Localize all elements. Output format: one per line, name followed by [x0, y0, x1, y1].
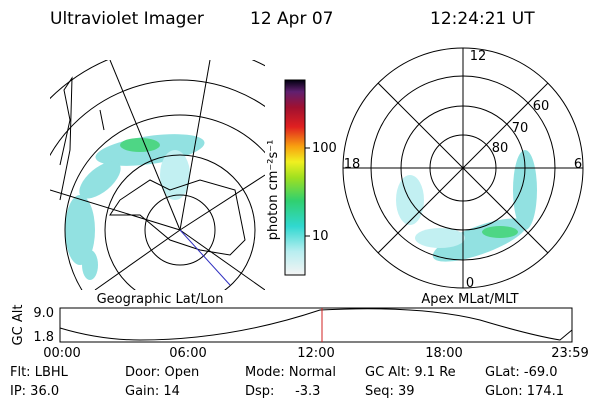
title: Ultraviolet Imager — [50, 9, 204, 29]
time-labels: 00:00 06:00 12:00 18:00 23:59 — [43, 346, 588, 361]
info-field: GLat: -69.0 — [485, 365, 558, 380]
lat-label: 70 — [512, 121, 529, 136]
lat-label: 60 — [533, 99, 550, 114]
info-field: GLon: 174.1 — [485, 384, 564, 399]
info-field: Mode: Normal — [245, 365, 336, 380]
info-field: Door: Open — [125, 365, 199, 380]
time-label: 18:00 — [425, 346, 462, 361]
altitude-strip — [59, 307, 573, 343]
lat-label: 80 — [492, 141, 509, 156]
strip-tick: 1.8 — [33, 330, 54, 345]
time-label: 23:59 — [551, 346, 588, 361]
colorbar-tick: 100 — [312, 141, 337, 156]
mlt-label: 18 — [344, 157, 361, 172]
info-field: GC Alt: 9.1 Re — [365, 365, 456, 380]
time: 12:24:21 UT — [430, 9, 535, 29]
strip-label: GC Alt — [11, 305, 26, 346]
geographic-map — [50, 60, 265, 290]
colorbar-tick: 10 — [312, 229, 329, 244]
mlt-label: 0 — [466, 276, 474, 291]
time-label: 12:00 — [297, 346, 334, 361]
info-field: Seq: 39 — [365, 384, 415, 399]
mlt-label: 6 — [574, 157, 582, 172]
time-label: 06:00 — [169, 346, 206, 361]
info-field: IP: 36.0 — [10, 384, 59, 399]
info-panel: Flt: LBHL Door: Open Mode: Normal GC Alt: 9… — [10, 365, 564, 399]
polar-map — [396, 150, 537, 262]
left-caption: Geographic Lat/Lon — [97, 292, 224, 307]
right-caption: Apex MLat/MLT — [421, 292, 518, 307]
info-field: Flt: LBHL — [10, 365, 69, 380]
info-field: Gain: 14 — [125, 384, 180, 399]
date: 12 Apr 07 — [250, 9, 333, 29]
info-field: Dsp: -3.3 — [245, 384, 320, 399]
strip-tick: 9.0 — [33, 306, 54, 321]
mlt-label: 12 — [470, 49, 487, 64]
colorbar — [284, 79, 306, 276]
time-label: 00:00 — [43, 346, 80, 361]
colorbar-label: photon cm⁻²s⁻¹ — [266, 140, 281, 241]
